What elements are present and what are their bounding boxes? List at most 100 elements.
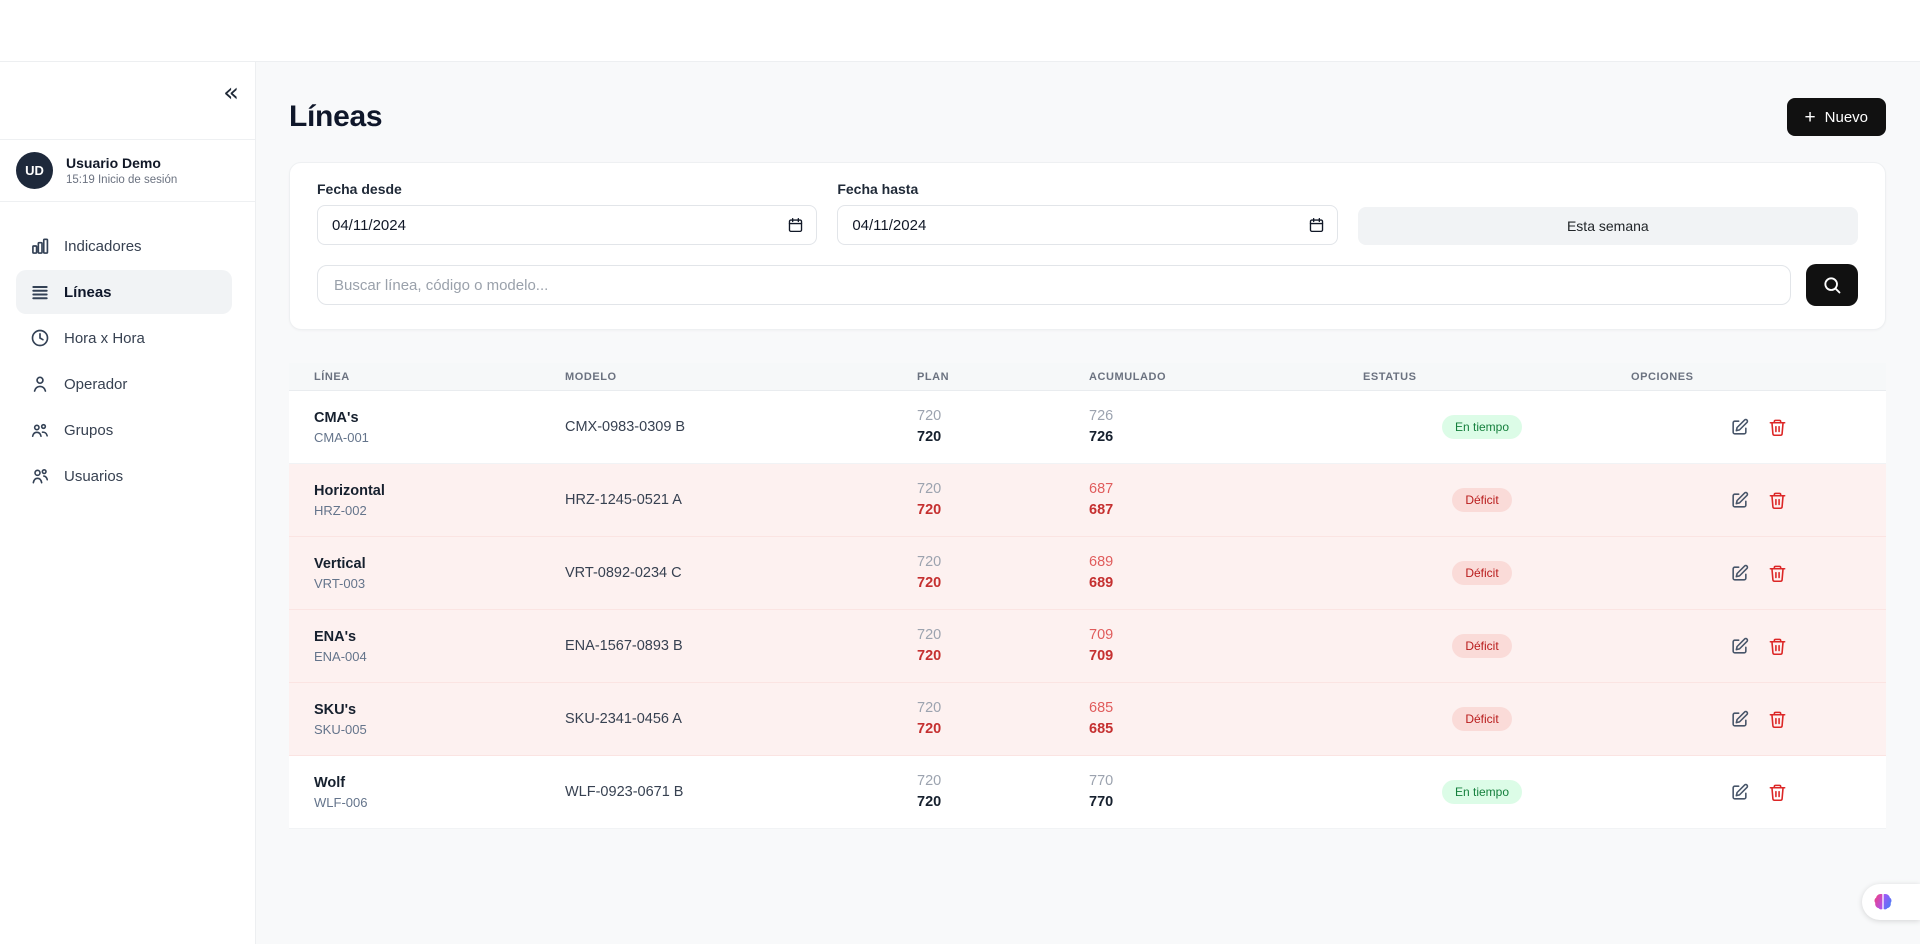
edit-icon bbox=[1732, 710, 1749, 727]
calendar-icon[interactable] bbox=[1308, 217, 1325, 234]
acumulado-bottom-value: 770 bbox=[1089, 794, 1114, 810]
line-code: HRZ-002 bbox=[314, 502, 367, 518]
col-header-modelo: MODELO bbox=[565, 370, 617, 383]
user-name: Usuario Demo bbox=[66, 155, 161, 171]
bar-chart-icon bbox=[30, 236, 50, 256]
line-name: ENA's bbox=[314, 628, 357, 645]
sidebar-item-label: Indicadores bbox=[64, 237, 142, 255]
line-code: WLF-006 bbox=[314, 794, 368, 810]
table-header: LÍNEA MODELO PLAN ACUMULADO ESTATUS OPCI… bbox=[289, 363, 1886, 391]
avatar: UD bbox=[16, 152, 53, 189]
delete-button[interactable] bbox=[1766, 781, 1789, 804]
acumulado-top-value: 685 bbox=[1089, 700, 1114, 717]
acumulado-top-value: 689 bbox=[1089, 554, 1114, 571]
edit-button[interactable] bbox=[1728, 416, 1751, 439]
line-code: VRT-003 bbox=[314, 575, 366, 591]
sidebar-item-indicadores[interactable]: Indicadores bbox=[16, 224, 232, 268]
assistant-pill[interactable] bbox=[1862, 884, 1920, 920]
sidebar-item-hora-x-hora[interactable]: Hora x Hora bbox=[16, 316, 232, 360]
plan-top-value: 720 bbox=[917, 627, 942, 644]
line-model: CMX-0983-0309 B bbox=[565, 419, 686, 435]
line-code: CMA-001 bbox=[314, 429, 369, 445]
sidebar-item-operador[interactable]: Operador bbox=[16, 362, 232, 406]
line-model: VRT-0892-0234 C bbox=[565, 565, 682, 581]
line-model: ENA-1567-0893 B bbox=[565, 638, 683, 654]
line-model: HRZ-1245-0521 A bbox=[565, 492, 682, 508]
sidebar-item-grupos[interactable]: Grupos bbox=[16, 408, 232, 452]
new-button-label: Nuevo bbox=[1824, 108, 1868, 126]
table-row: CMA's CMA-001 CMX-0983-0309 B 720 720 72… bbox=[289, 391, 1886, 464]
search-input[interactable] bbox=[317, 265, 1791, 305]
status-badge: Déficit bbox=[1452, 634, 1512, 658]
status-badge: En tiempo bbox=[1441, 415, 1523, 439]
delete-button[interactable] bbox=[1766, 489, 1789, 512]
edit-button[interactable] bbox=[1728, 708, 1751, 731]
delete-button[interactable] bbox=[1766, 562, 1789, 585]
line-model: WLF-0923-0671 B bbox=[565, 784, 684, 800]
sidebar: « UD Usuario Demo 15:19 Inicio de sesión… bbox=[0, 62, 256, 944]
user-section: UD Usuario Demo 15:19 Inicio de sesión bbox=[0, 139, 255, 202]
new-button[interactable]: + Nuevo bbox=[1786, 98, 1886, 136]
col-header-plan: PLAN bbox=[917, 370, 950, 383]
acumulado-bottom-value: 726 bbox=[1089, 429, 1114, 445]
edit-button[interactable] bbox=[1728, 781, 1751, 804]
lines-icon bbox=[30, 282, 50, 302]
delete-button[interactable] bbox=[1766, 708, 1789, 731]
date-from-input[interactable] bbox=[317, 205, 818, 245]
table-row: Horizontal HRZ-002 HRZ-1245-0521 A 720 7… bbox=[289, 464, 1886, 537]
trash-icon bbox=[1769, 711, 1786, 728]
trash-icon bbox=[1769, 784, 1786, 801]
this-week-button[interactable]: Esta semana bbox=[1357, 207, 1858, 245]
trash-icon bbox=[1769, 565, 1786, 582]
acumulado-top-value: 726 bbox=[1089, 408, 1114, 425]
page-title: Líneas bbox=[289, 100, 383, 133]
sidebar-item-lineas[interactable]: Líneas bbox=[16, 270, 232, 314]
plan-top-value: 720 bbox=[917, 554, 942, 571]
delete-button[interactable] bbox=[1766, 635, 1789, 658]
acumulado-bottom-value: 709 bbox=[1089, 648, 1114, 664]
plus-icon: + bbox=[1804, 106, 1816, 128]
status-badge: En tiempo bbox=[1441, 780, 1523, 804]
plan-bottom-value: 720 bbox=[917, 648, 942, 664]
date-to-input[interactable] bbox=[837, 205, 1338, 245]
clock-icon bbox=[30, 328, 50, 348]
date-to-label: Fecha hasta bbox=[837, 181, 919, 197]
line-name: Horizontal bbox=[314, 482, 385, 499]
plan-bottom-value: 720 bbox=[917, 429, 942, 445]
lines-table: LÍNEA MODELO PLAN ACUMULADO ESTATUS OPCI… bbox=[289, 363, 1886, 829]
plan-top-value: 720 bbox=[917, 773, 942, 790]
trash-icon bbox=[1769, 419, 1786, 436]
sidebar-item-usuarios[interactable]: Usuarios bbox=[16, 454, 232, 498]
sidebar-nav: Indicadores Líneas Hora x Hora Operador … bbox=[0, 202, 255, 498]
edit-icon bbox=[1732, 491, 1749, 508]
plan-top-value: 720 bbox=[917, 408, 942, 425]
sidebar-item-label: Grupos bbox=[64, 421, 114, 439]
edit-button[interactable] bbox=[1728, 635, 1751, 658]
person-icon bbox=[30, 374, 50, 394]
sidebar-collapse-button[interactable]: « bbox=[223, 78, 239, 108]
search-button[interactable] bbox=[1806, 264, 1858, 306]
brain-icon bbox=[1874, 893, 1892, 910]
sidebar-item-label: Operador bbox=[64, 375, 128, 393]
plan-top-value: 720 bbox=[917, 481, 942, 498]
delete-button[interactable] bbox=[1766, 416, 1789, 439]
edit-button[interactable] bbox=[1728, 489, 1751, 512]
calendar-icon[interactable] bbox=[787, 217, 804, 234]
acumulado-top-value: 709 bbox=[1089, 627, 1114, 644]
table-row: SKU's SKU-005 SKU-2341-0456 A 720 720 68… bbox=[289, 683, 1886, 756]
edit-button[interactable] bbox=[1728, 562, 1751, 585]
status-badge: Déficit bbox=[1452, 561, 1512, 585]
edit-icon bbox=[1732, 564, 1749, 581]
line-name: Wolf bbox=[314, 774, 346, 791]
group-icon bbox=[30, 420, 50, 440]
plan-top-value: 720 bbox=[917, 700, 942, 717]
edit-icon bbox=[1732, 418, 1749, 435]
acumulado-top-value: 687 bbox=[1089, 481, 1114, 498]
sidebar-item-label: Hora x Hora bbox=[64, 329, 145, 347]
line-model: SKU-2341-0456 A bbox=[565, 711, 682, 727]
page-header: Líneas + Nuevo bbox=[289, 98, 1886, 136]
edit-icon bbox=[1732, 783, 1749, 800]
filter-card: Fecha desde Fecha hasta Esta semana bbox=[289, 162, 1886, 330]
acumulado-top-value: 770 bbox=[1089, 773, 1114, 790]
date-from-label: Fecha desde bbox=[317, 181, 402, 197]
